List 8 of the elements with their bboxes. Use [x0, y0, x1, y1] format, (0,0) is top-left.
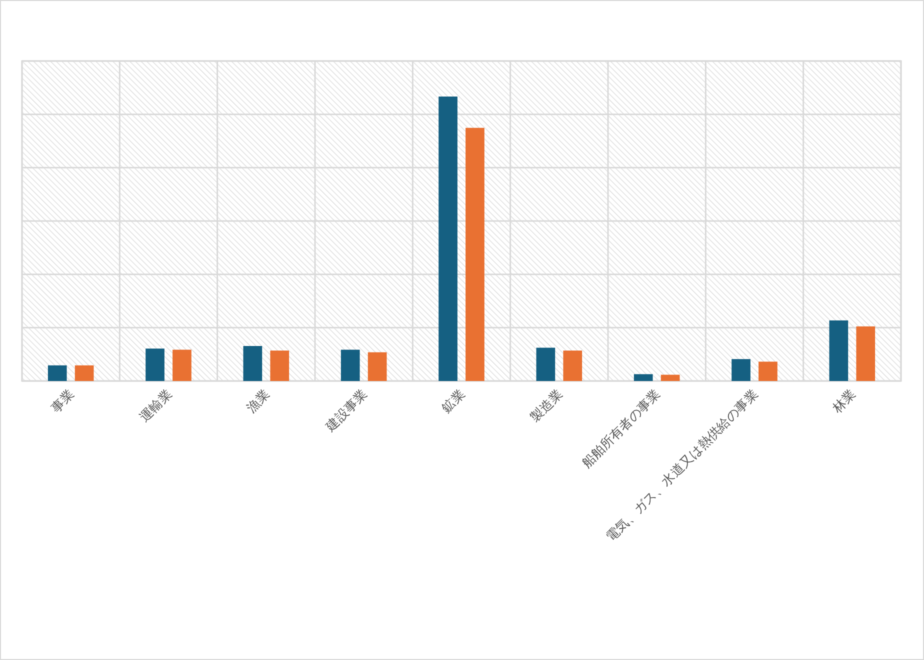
x-tick-label: 林業: [828, 386, 858, 416]
x-tick-label: 建設事業: [322, 386, 370, 435]
x-tick-label: 漁業: [243, 386, 272, 416]
x-tick-label: 鉱業: [438, 386, 468, 416]
x-tick-label: 製造業: [527, 386, 566, 425]
x-tick-label: 船舶所有者の事業: [578, 386, 663, 471]
x-tick-label: 運輸業: [136, 386, 175, 425]
x-tick-label: 事業: [48, 386, 77, 416]
